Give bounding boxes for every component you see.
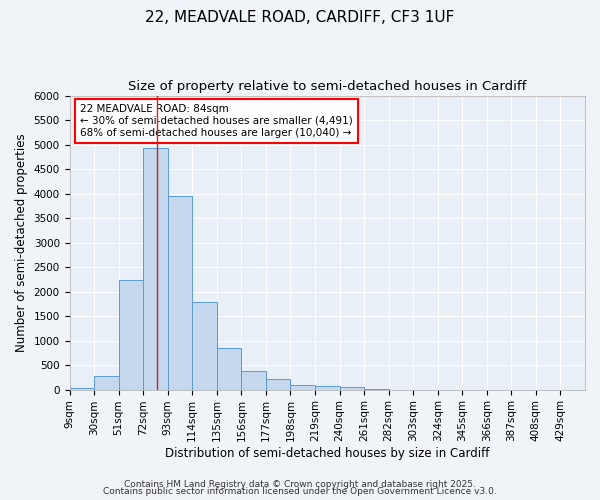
Bar xyxy=(94,376,119,390)
Bar xyxy=(70,388,94,390)
Text: Contains HM Land Registry data © Crown copyright and database right 2025.: Contains HM Land Registry data © Crown c… xyxy=(124,480,476,489)
Bar xyxy=(364,389,389,390)
Text: Contains public sector information licensed under the Open Government Licence v3: Contains public sector information licen… xyxy=(103,487,497,496)
Bar xyxy=(143,148,168,390)
Title: Size of property relative to semi-detached houses in Cardiff: Size of property relative to semi-detach… xyxy=(128,80,526,93)
Bar xyxy=(168,196,192,390)
Bar xyxy=(192,302,217,390)
Bar xyxy=(290,384,315,390)
Y-axis label: Number of semi-detached properties: Number of semi-detached properties xyxy=(15,134,28,352)
X-axis label: Distribution of semi-detached houses by size in Cardiff: Distribution of semi-detached houses by … xyxy=(165,447,490,460)
Text: 22 MEADVALE ROAD: 84sqm
← 30% of semi-detached houses are smaller (4,491)
68% of: 22 MEADVALE ROAD: 84sqm ← 30% of semi-de… xyxy=(80,104,353,138)
Bar xyxy=(340,387,364,390)
Bar xyxy=(241,371,266,390)
Bar xyxy=(119,280,143,390)
Text: 22, MEADVALE ROAD, CARDIFF, CF3 1UF: 22, MEADVALE ROAD, CARDIFF, CF3 1UF xyxy=(145,10,455,25)
Bar xyxy=(266,380,290,390)
Bar xyxy=(315,386,340,390)
Bar xyxy=(217,348,241,390)
